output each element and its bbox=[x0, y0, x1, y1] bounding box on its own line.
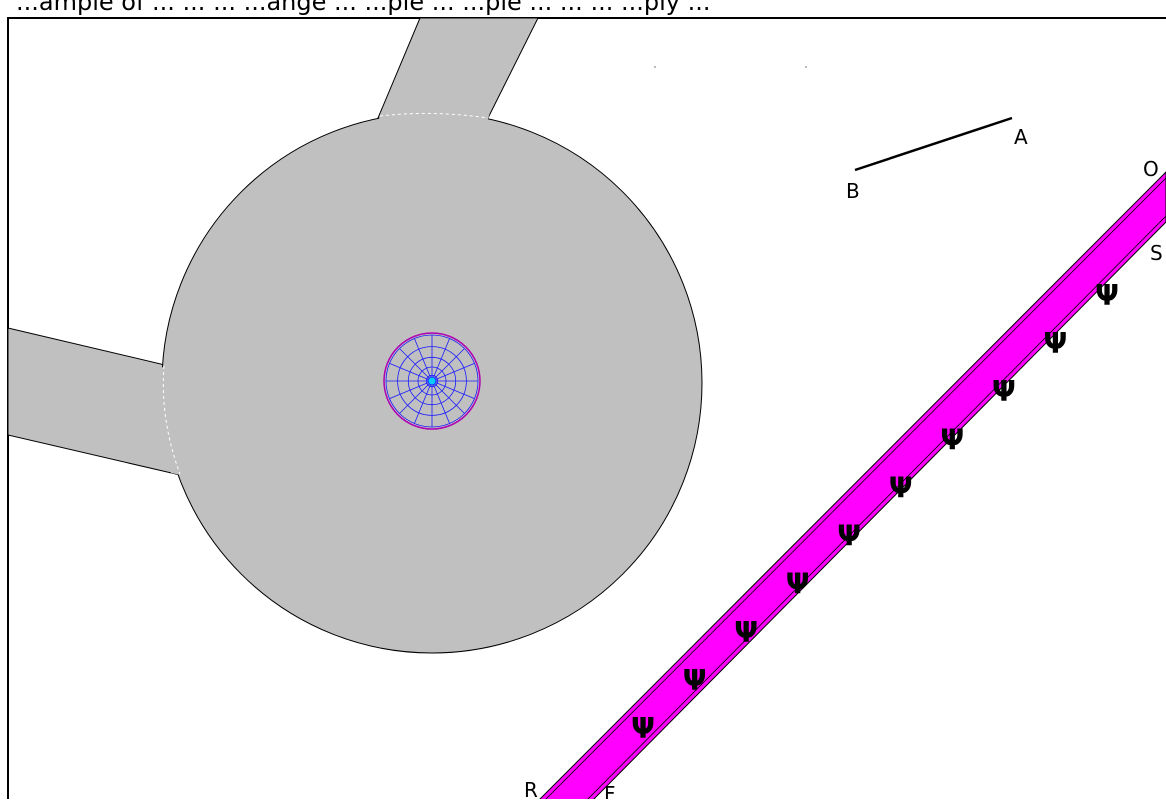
mesh-spoke bbox=[399, 348, 433, 382]
left-arm-boundary bbox=[162, 365, 181, 475]
mesh-spoke bbox=[431, 363, 475, 382]
channel-symbol: Ψ bbox=[1044, 327, 1068, 360]
speck bbox=[805, 66, 807, 68]
channel-symbol: Ψ bbox=[631, 712, 655, 745]
label-a: A bbox=[1014, 125, 1028, 149]
channel-symbol: Ψ bbox=[940, 423, 964, 456]
channel-symbol: Ψ bbox=[889, 471, 913, 504]
upper-arm-join bbox=[377, 112, 490, 126]
channel-symbol: Ψ bbox=[1095, 279, 1119, 312]
channel-symbol: Ψ bbox=[683, 664, 707, 697]
channel-symbol: Ψ bbox=[786, 568, 810, 601]
label-o: O bbox=[1143, 157, 1159, 181]
mesh-spoke bbox=[431, 338, 450, 382]
label-b: B bbox=[846, 179, 860, 203]
mesh-center bbox=[427, 376, 437, 386]
mesh-spoke bbox=[389, 363, 433, 382]
mesh-spoke bbox=[414, 380, 433, 424]
mesh-spoke bbox=[431, 380, 475, 399]
channel-inner-line-1 bbox=[540, 177, 1166, 804]
mesh-disk bbox=[383, 332, 481, 430]
mesh-spoke bbox=[431, 348, 465, 382]
header-text: ...ample of ... ... ... ...ange ... ...p… bbox=[16, 0, 710, 16]
segment-ab bbox=[854, 116, 1013, 172]
channel-symbol: Ψ bbox=[837, 520, 861, 553]
channel-symbol: Ψ bbox=[734, 616, 758, 649]
speck bbox=[654, 66, 656, 68]
label-f: F bbox=[604, 782, 616, 799]
mesh-spoke bbox=[431, 380, 465, 414]
label-r: R bbox=[524, 778, 538, 799]
channel-band bbox=[534, 171, 1166, 804]
mesh-spoke bbox=[389, 380, 433, 399]
label-s: S bbox=[1150, 241, 1163, 265]
mesh-spoke bbox=[431, 380, 450, 424]
mesh-spoke bbox=[414, 338, 433, 382]
mesh-spoke bbox=[399, 380, 433, 414]
channel-symbol: Ψ bbox=[992, 375, 1016, 408]
upper-arm-boundary bbox=[379, 112, 489, 119]
left-arm-join bbox=[155, 366, 186, 476]
channel-inner-line-2 bbox=[582, 215, 1166, 804]
